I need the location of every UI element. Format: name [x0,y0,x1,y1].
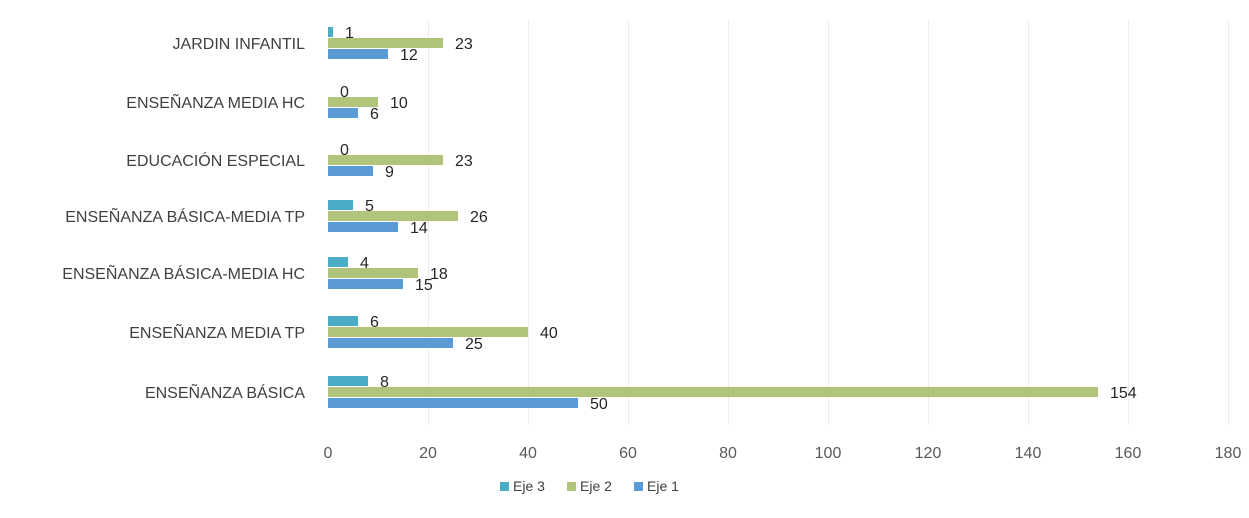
data-label: 26 [470,209,488,226]
data-label: 8 [380,374,389,391]
bar-eje-1 [328,108,358,118]
x-tick-label: 20 [419,445,437,462]
x-tick-label: 140 [1015,445,1042,462]
data-label: 0 [340,84,349,101]
data-label: 6 [370,314,379,331]
bar-eje-3 [328,257,348,267]
data-label: 5 [365,198,374,215]
data-label: 50 [590,396,608,413]
bar-eje-3 [328,200,353,210]
data-label: 0 [340,142,349,159]
x-tick-label: 120 [915,445,942,462]
data-label: 9 [385,164,394,181]
data-label: 40 [540,325,558,342]
x-tick-label: 40 [519,445,537,462]
x-tick-label: 0 [324,445,333,462]
data-label: 12 [400,47,418,64]
data-label: 18 [430,266,448,283]
legend-swatch-eje-3 [500,482,509,491]
x-tick-label: 100 [815,445,842,462]
bar-eje-1 [328,49,388,59]
x-tick-label: 160 [1115,445,1142,462]
data-label: 154 [1110,385,1137,402]
data-label: 15 [415,277,433,294]
bar-eje-1 [328,279,403,289]
category-label: ENSEÑANZA MEDIA TP [129,322,305,342]
data-label: 1 [345,25,354,42]
data-label: 14 [410,220,428,237]
bar-eje-1 [328,166,373,176]
legend-label: Eje 2 [580,478,612,494]
legend-label: Eje 1 [647,478,679,494]
bar-eje-1 [328,338,453,348]
bar-eje-3 [328,27,333,37]
x-tick-label: 60 [619,445,637,462]
category-label: ENSEÑANZA BÁSICA [145,382,305,402]
legend-label: Eje 3 [513,478,545,494]
bar-eje-1 [328,222,398,232]
legend-swatch-eje-1 [634,482,643,491]
data-label: 23 [455,153,473,170]
bar-eje-2 [328,387,1098,397]
category-label: JARDIN INFANTIL [173,36,306,53]
category-label: ENSEÑANZA MEDIA HC [126,92,305,112]
data-label: 25 [465,336,483,353]
bar-eje-2 [328,38,443,48]
bar-eje-3 [328,316,358,326]
data-label: 23 [455,36,473,53]
x-tick-label: 180 [1215,445,1242,462]
category-label: EDUCACIÓN ESPECIAL [126,151,305,170]
category-label: ENSEÑANZA BÁSICA-MEDIA TP [65,206,305,226]
legend-swatch-eje-2 [567,482,576,491]
data-label: 6 [370,106,379,123]
bar-eje-2 [328,97,378,107]
data-label: 10 [390,95,408,112]
bar-eje-1 [328,398,578,408]
bar-eje-3 [328,376,368,386]
bar-eje-2 [328,327,528,337]
x-tick-label: 80 [719,445,737,462]
bar-eje-2 [328,268,418,278]
bar-eje-2 [328,155,443,165]
bar-eje-2 [328,211,458,221]
category-label: ENSEÑANZA BÁSICA-MEDIA HC [62,263,305,283]
data-label: 4 [360,255,369,272]
